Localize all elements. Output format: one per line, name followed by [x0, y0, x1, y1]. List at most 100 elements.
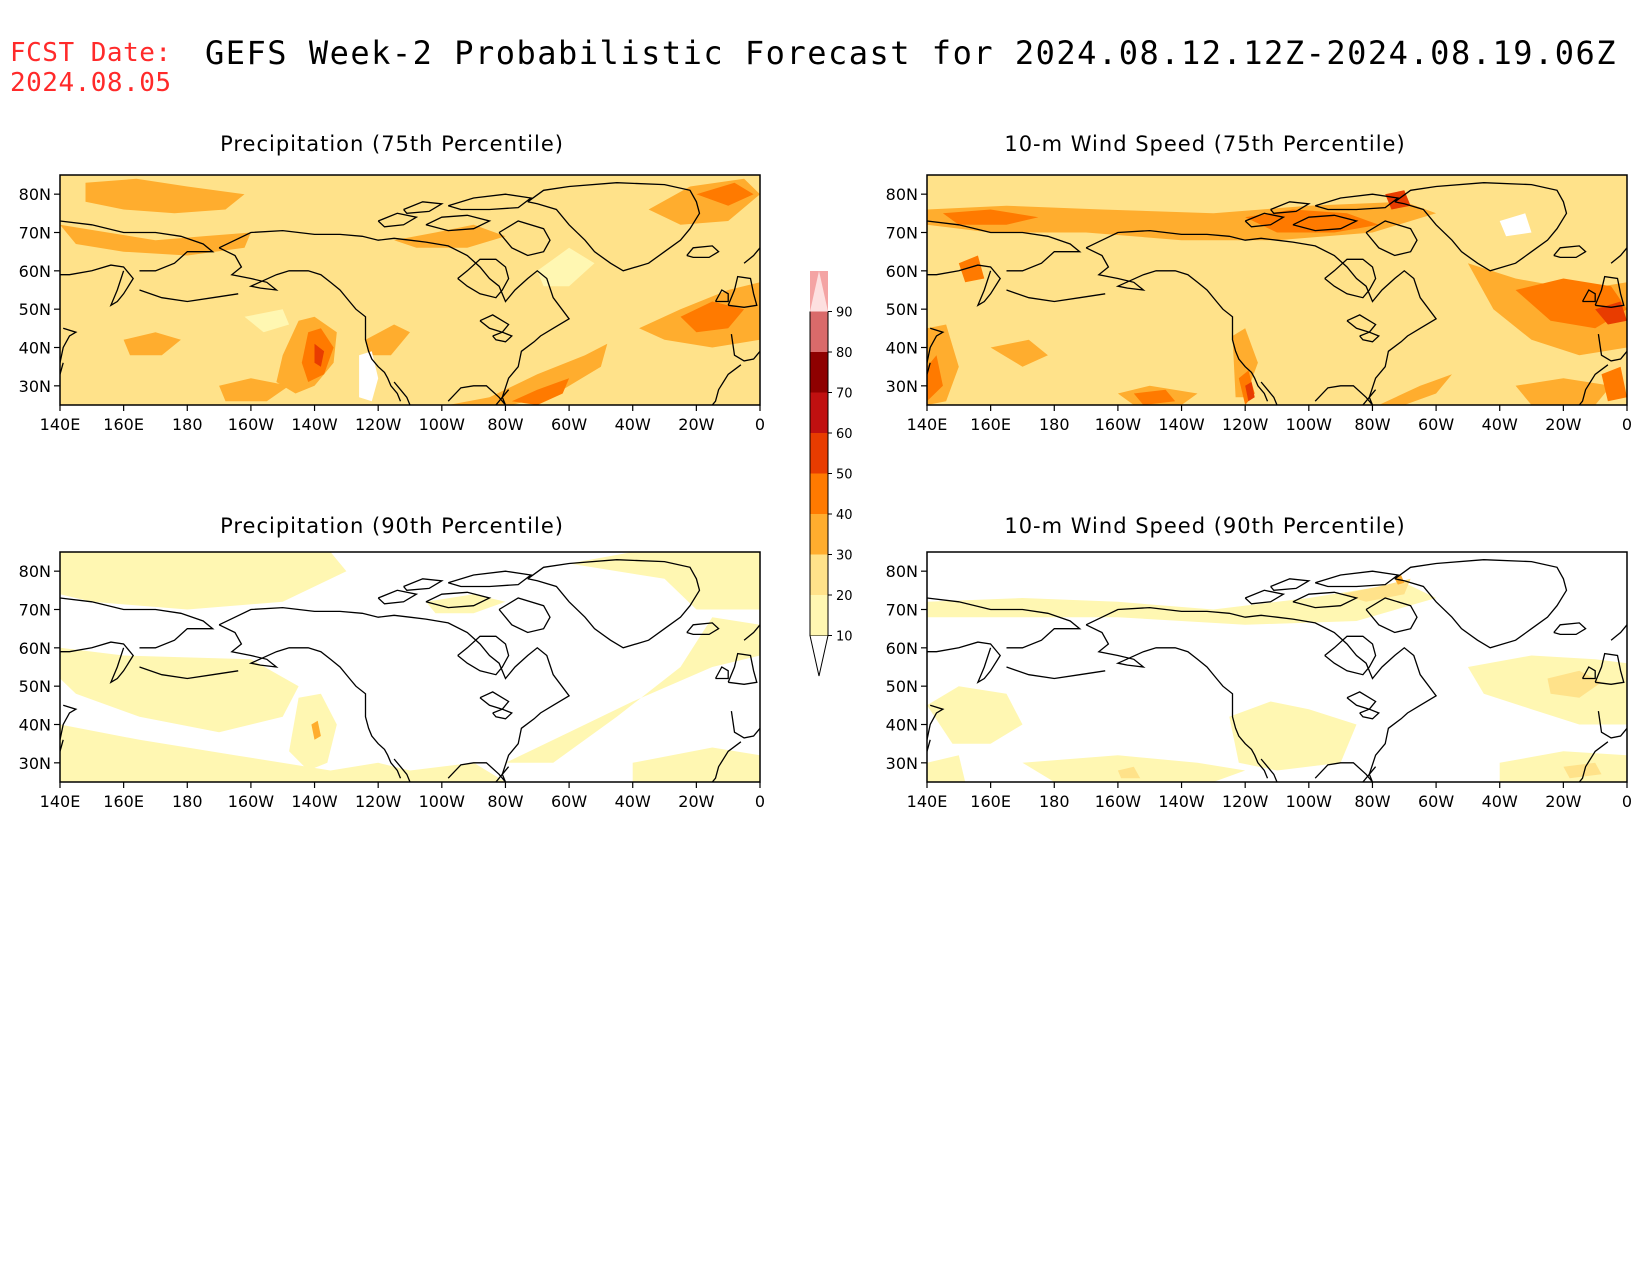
coastline	[479, 314, 510, 333]
map-frame	[926, 551, 1628, 783]
lon-tick-label: 140E	[907, 415, 948, 434]
lat-tick-label: 50N	[886, 300, 918, 319]
coastline	[1594, 275, 1625, 308]
coastline	[1394, 559, 1568, 649]
coastline	[1292, 214, 1359, 232]
lon-tick-label: 60W	[1418, 415, 1454, 434]
coastline	[686, 245, 720, 259]
coastline	[1085, 606, 1438, 782]
coastline	[527, 559, 701, 649]
coastline	[927, 704, 945, 740]
fcst-date-block: FCST Date: 2024.08.05	[10, 38, 172, 98]
colorbar-swatch	[810, 392, 828, 433]
coastline	[218, 247, 402, 402]
coastline	[1394, 182, 1568, 272]
lon-tick-label: 100W	[1286, 792, 1333, 811]
coastline	[1006, 666, 1106, 680]
shaded-region	[537, 247, 595, 287]
coastline	[139, 666, 239, 680]
shaded-region	[990, 339, 1048, 367]
coastline	[60, 641, 135, 684]
coastline	[1244, 212, 1286, 228]
lon-tick-label: 100W	[419, 792, 466, 811]
lon-tick-label: 180	[172, 415, 203, 434]
lon-tick-label: 140E	[40, 792, 81, 811]
colorbar-swatch	[810, 473, 828, 514]
coastline	[1260, 758, 1278, 782]
coastline	[714, 666, 729, 680]
colorbar-swatch	[810, 554, 828, 595]
lon-tick-label: 140E	[40, 415, 81, 434]
colorbar-label: 90	[836, 306, 853, 321]
lat-tick-label: 40N	[886, 716, 918, 735]
coastline	[1553, 245, 1587, 259]
lon-tick-label: 120W	[1222, 792, 1269, 811]
lon-tick-label: 160E	[103, 792, 144, 811]
panel-title-precip-90: Precipitation (90th Percentile)	[220, 514, 564, 538]
lon-tick-label: 160E	[970, 792, 1011, 811]
shaded-region	[1595, 301, 1627, 325]
coastline	[1610, 624, 1627, 641]
shaded-region	[1515, 278, 1627, 329]
lon-tick-label: 180	[172, 792, 203, 811]
lon-tick-label: 120W	[355, 415, 402, 434]
shaded-region	[1547, 670, 1602, 698]
colorbar-swatch	[810, 514, 828, 555]
lon-tick-label: 0	[1622, 792, 1632, 811]
coastline	[1365, 597, 1418, 634]
lon-tick-label: 160E	[103, 415, 144, 434]
shaded-region	[927, 582, 1437, 625]
lon-tick-label: 100W	[1286, 415, 1333, 434]
lon-tick-label: 0	[755, 792, 765, 811]
coastline	[60, 704, 78, 740]
shaded-region	[123, 332, 181, 356]
coastline	[1006, 289, 1106, 303]
lat-tick-label: 60N	[886, 262, 918, 281]
lat-tick-label: 40N	[19, 716, 51, 735]
lat-tick-label: 70N	[886, 601, 918, 620]
shaded-region	[1467, 655, 1627, 725]
lon-tick-label: 100W	[419, 415, 466, 434]
coastline	[927, 597, 1082, 649]
lat-tick-label: 80N	[19, 185, 51, 204]
colorbar: 10 20 30 40 50 60 70 80 90	[809, 271, 853, 677]
coastline	[1315, 570, 1400, 588]
lat-tick-label: 70N	[19, 601, 51, 620]
lon-tick-label: 80W	[1354, 792, 1390, 811]
coastline	[1324, 258, 1377, 299]
colorbar-bottom-arrow	[809, 635, 829, 677]
coastline	[447, 385, 510, 405]
coastline	[60, 264, 135, 307]
colorbar-label: 10	[836, 630, 853, 645]
coastline	[448, 570, 533, 588]
shaded-region	[927, 686, 1023, 744]
shaded-region	[441, 278, 506, 317]
coastline	[1270, 578, 1311, 591]
coastline	[1365, 220, 1418, 257]
coastline	[727, 275, 758, 308]
lat-tick-label: 40N	[19, 339, 51, 358]
coastline	[60, 597, 215, 649]
coastline	[743, 624, 760, 641]
shaded-region	[359, 351, 379, 402]
coastline	[1244, 589, 1286, 605]
lon-tick-label: 140E	[907, 792, 948, 811]
panel-title-precip-75: Precipitation (75th Percentile)	[220, 132, 564, 156]
lat-tick-label: 70N	[886, 224, 918, 243]
lon-tick-label: 180	[1039, 792, 1070, 811]
lon-tick-label: 160E	[970, 415, 1011, 434]
coastline	[479, 691, 510, 710]
colorbar-label: 70	[836, 387, 853, 402]
colorbar-swatch	[810, 352, 828, 393]
lon-tick-label: 140W	[291, 792, 338, 811]
fcst-date-label: FCST Date:	[10, 38, 172, 68]
fcst-date-value: 2024.08.05	[10, 68, 172, 98]
coastline	[927, 641, 1002, 684]
coastline	[218, 606, 571, 782]
map-frame	[59, 551, 761, 783]
coastline	[218, 229, 571, 405]
lon-tick-label: 160W	[1095, 415, 1142, 434]
coastline	[1359, 331, 1380, 343]
lon-tick-label: 0	[755, 415, 765, 434]
